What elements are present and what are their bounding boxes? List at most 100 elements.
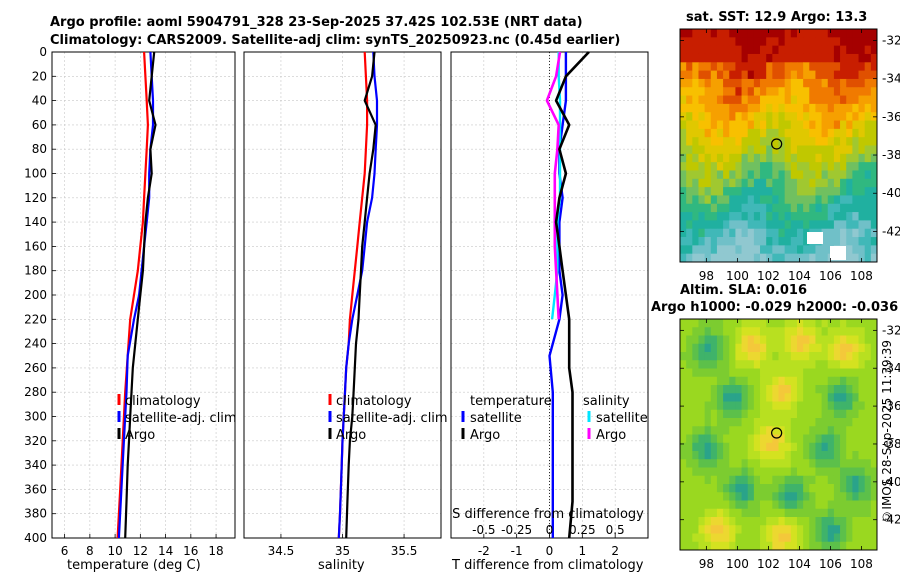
sst_map-cell: [870, 29, 878, 38]
sst_map-cell: [710, 228, 718, 238]
sst_map-cell: [766, 170, 773, 180]
sst_map-cell: [698, 112, 706, 121]
sla_map-cell: [852, 451, 859, 460]
sst_map-cell: [796, 220, 804, 230]
sst_map-cell: [747, 220, 755, 230]
sla_map-cell: [698, 352, 706, 361]
sla_map-cell: [680, 409, 687, 419]
sst_map-cell: [692, 62, 699, 72]
sst_map-cell: [858, 45, 866, 55]
sla_map-cell: [729, 525, 736, 534]
sla_map-cell: [803, 343, 810, 353]
sla_map-cell: [833, 376, 841, 386]
sst_map-cell: [784, 103, 792, 113]
sla_map-cell: [870, 451, 878, 460]
sst_map-cell: [840, 237, 847, 246]
sst_map-cell: [680, 87, 687, 96]
sla_map-cell: [772, 475, 779, 485]
sla_map-cell: [778, 525, 786, 534]
sla_map-cell: [692, 508, 699, 518]
sst_map-cell: [852, 187, 859, 196]
sst_map-cell: [778, 120, 786, 130]
depth-tick-label: 260: [24, 361, 47, 375]
sla_map-cell: [815, 525, 822, 534]
sst_map-cell: [729, 137, 736, 146]
sst_map-cell: [790, 70, 798, 80]
sla_map-cell: [803, 541, 810, 551]
temperature-panel: 6 8 10 12 14 16 180204060801001201401601802002…: [24, 45, 237, 558]
sst_map-lat-label: -32: [882, 33, 900, 47]
sst_map-cell: [784, 187, 792, 196]
sst_map-cell: [741, 45, 749, 55]
sla_map-cell: [852, 327, 859, 336]
sla_map-cell: [735, 319, 742, 328]
sst_map-cell: [729, 245, 736, 255]
sla_map-cell: [710, 426, 718, 435]
sst_map-cell: [747, 137, 755, 146]
sla_map-cell: [729, 467, 736, 477]
depth-tick-label: 280: [24, 385, 47, 399]
sla_map-cell: [846, 442, 853, 452]
sla_map-cell: [809, 393, 816, 402]
sla_map-cell: [772, 376, 779, 386]
sst_map-cell: [735, 228, 742, 238]
sla_map-cell: [704, 343, 712, 353]
sst_map-cell: [680, 103, 687, 113]
sla_map-cell: [680, 393, 687, 402]
sst_map-cell: [723, 203, 730, 213]
sst_map-cell: [815, 170, 822, 180]
sst_map-cell: [710, 145, 718, 155]
sst_map-cell: [729, 203, 736, 213]
sla_map-cell: [686, 352, 693, 361]
sla_map-cell: [796, 426, 804, 435]
sla_map-cell: [858, 360, 866, 369]
sla_map-cell: [858, 508, 866, 518]
sst_map-cell: [735, 112, 742, 121]
sst_map-cell: [784, 237, 792, 246]
sst_map-cell: [803, 145, 810, 155]
sst_map-cell: [852, 95, 859, 105]
sla_map-cell: [680, 418, 687, 427]
sst_map-cell: [760, 45, 767, 55]
sla_map-cell: [840, 442, 847, 452]
title-line-1: Argo profile: aoml 5904791_328 23-Sep-20…: [50, 15, 583, 30]
sla_map-cell: [766, 409, 773, 419]
sst_map-cell: [710, 170, 718, 180]
sla_map-cell: [846, 376, 853, 386]
sst_map-cell: [858, 95, 866, 105]
sla_map-cell: [852, 376, 859, 386]
sst_map-cell: [710, 245, 718, 255]
sst_map-cell: [821, 212, 829, 221]
sla_map-cell: [870, 319, 878, 328]
sla_map-cell: [809, 508, 816, 518]
sst_map-cell: [729, 37, 736, 47]
sst_map-cell: [716, 228, 724, 238]
sla_map-cell: [710, 459, 718, 468]
sst_map-cell: [840, 187, 847, 196]
sla_map-cell: [796, 434, 804, 444]
sst_map-cell: [729, 87, 736, 96]
sst_map-cell: [704, 187, 712, 196]
sla_map-cell: [858, 533, 866, 543]
sla_map-cell: [766, 525, 773, 534]
sla_map-cell: [686, 343, 693, 353]
sla_map-cell: [864, 319, 872, 328]
sla_map-cell: [692, 451, 699, 460]
sla_map-cell: [772, 442, 779, 452]
sla_map-cell: [790, 426, 798, 435]
sla_map-cell: [704, 385, 712, 394]
sst_map-cell: [858, 145, 866, 155]
sst_map-cell: [790, 112, 798, 121]
sst_map-cell: [803, 195, 810, 205]
sla_map-cell: [858, 343, 866, 353]
sla_map-cell: [778, 335, 786, 345]
sla_map-cell: [760, 418, 767, 427]
sla_map-cell: [815, 401, 822, 411]
sst_map-cell: [827, 187, 835, 196]
sla_map-cell: [710, 492, 718, 501]
sst_map-cell: [729, 162, 736, 171]
sst_map-cell: [803, 228, 810, 238]
sla_map-cell: [680, 517, 687, 526]
sst_map-cell: [735, 220, 742, 230]
sst_map-cell: [815, 212, 822, 221]
